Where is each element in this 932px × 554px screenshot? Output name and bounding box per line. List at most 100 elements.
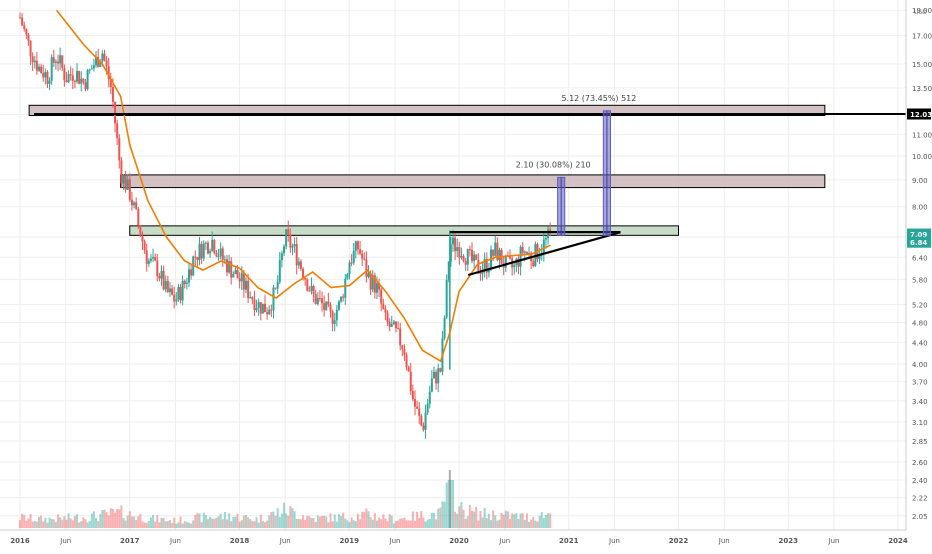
- candle-body: [449, 244, 452, 262]
- volume-bar: [264, 522, 267, 528]
- candle-body: [523, 251, 526, 253]
- volume-bar: [228, 513, 231, 528]
- candle-body: [384, 308, 387, 313]
- candle-body: [88, 69, 91, 71]
- volume-bar: [230, 521, 233, 528]
- volume-bar: [435, 519, 438, 528]
- price-zones[interactable]: [28, 104, 826, 236]
- candle-body: [348, 262, 351, 274]
- candle-body: [92, 65, 95, 69]
- volume-bar: [164, 521, 167, 528]
- candle-body: [285, 229, 288, 247]
- volume-bar: [494, 515, 497, 528]
- trend-line-rising[interactable]: [467, 231, 621, 277]
- volume-bar: [293, 511, 296, 528]
- volume-bar: [245, 514, 248, 528]
- measure-label-2: 5.12 (73.45%) 512: [561, 94, 636, 103]
- candle-body: [496, 242, 499, 261]
- volume-bar: [485, 518, 488, 528]
- volume-bar: [354, 521, 357, 528]
- volume-bar: [149, 517, 152, 528]
- volume-bar: [335, 521, 338, 528]
- candle-body: [420, 415, 423, 426]
- candle-body: [276, 281, 279, 289]
- price-tick-label: 5.20: [912, 301, 928, 309]
- price-tick-label: 2.60: [912, 459, 928, 467]
- volume-bar: [538, 515, 541, 528]
- volume-bar: [38, 516, 41, 528]
- candle-body: [175, 299, 178, 302]
- time-tick-label: 2022: [669, 537, 689, 545]
- volume-bar: [506, 511, 509, 528]
- volume-bars: [19, 470, 552, 528]
- candle-body: [90, 68, 93, 70]
- drawings[interactable]: 2.10 (30.08%) 210 5.12 (73.45%) 512: [34, 94, 906, 277]
- resistance-zone-12[interactable]: [28, 104, 826, 117]
- candle-body: [426, 403, 429, 413]
- volume-bar: [63, 516, 66, 528]
- price-axis[interactable]: 19.0017.0015.0013.5012.0011.0010.009.008…: [905, 0, 932, 550]
- candle-body: [164, 280, 167, 290]
- candle-body: [69, 74, 72, 76]
- volume-bar: [407, 520, 410, 528]
- candle-body: [293, 244, 296, 247]
- candle-body: [171, 288, 174, 295]
- volume-bar: [61, 519, 64, 528]
- resistance-zone-9[interactable]: [120, 174, 826, 189]
- candle-body: [137, 209, 140, 226]
- candle-body: [21, 17, 24, 26]
- candle-body: [232, 274, 235, 278]
- volume-bar: [369, 517, 372, 528]
- candle-body: [454, 237, 457, 252]
- candle-body: [152, 257, 155, 259]
- candle-body: [147, 260, 150, 264]
- candle-body: [236, 270, 239, 279]
- candle-body: [168, 288, 171, 292]
- volume-bar: [424, 521, 427, 528]
- candle-body: [86, 70, 89, 90]
- volume-bar: [458, 506, 461, 528]
- volume-bar: [109, 508, 112, 528]
- volume-bar: [154, 521, 157, 528]
- time-axis[interactable]: 2016 Jun 2017 Jun 2018 Jun 2019 Jun 2020 Jun 2021 J…: [0, 529, 932, 550]
- candle-body: [462, 256, 465, 262]
- candle-body: [73, 80, 76, 82]
- candle-body: [211, 239, 214, 251]
- price-tick-label: 4.00: [912, 361, 928, 369]
- time-tick-label: Jun: [498, 537, 510, 545]
- candle-body: [57, 61, 60, 64]
- candle-body: [225, 259, 228, 273]
- candle-body: [266, 312, 269, 315]
- volume-bar: [73, 515, 76, 528]
- volume-bar: [422, 517, 425, 528]
- volume-bar: [88, 521, 91, 528]
- candle-body: [242, 273, 245, 290]
- candle-body: [126, 179, 129, 190]
- volume-bar: [540, 512, 543, 528]
- volume-bar: [240, 520, 243, 528]
- candle-body: [363, 258, 366, 260]
- volume-bar: [321, 515, 324, 528]
- candle-body: [443, 317, 446, 339]
- candle-body: [346, 273, 349, 279]
- candle-body: [130, 199, 133, 206]
- candle-body: [209, 250, 212, 254]
- resistance-zone-7[interactable]: [129, 225, 679, 236]
- candle-body: [447, 261, 450, 280]
- candle-body: [65, 80, 68, 83]
- time-tick-label: 2021: [559, 537, 579, 545]
- candle-body: [544, 238, 547, 240]
- candle-body: [274, 287, 277, 289]
- volume-bar: [388, 514, 391, 528]
- volume-bar: [525, 513, 528, 528]
- candle-body: [268, 309, 271, 315]
- time-tick-label: Jun: [608, 537, 620, 545]
- candle-body: [270, 309, 273, 311]
- volume-bar: [306, 515, 309, 528]
- volume-bar: [194, 514, 197, 528]
- candle-body: [297, 261, 300, 266]
- volume-bar: [481, 517, 484, 528]
- volume-bar: [418, 517, 421, 528]
